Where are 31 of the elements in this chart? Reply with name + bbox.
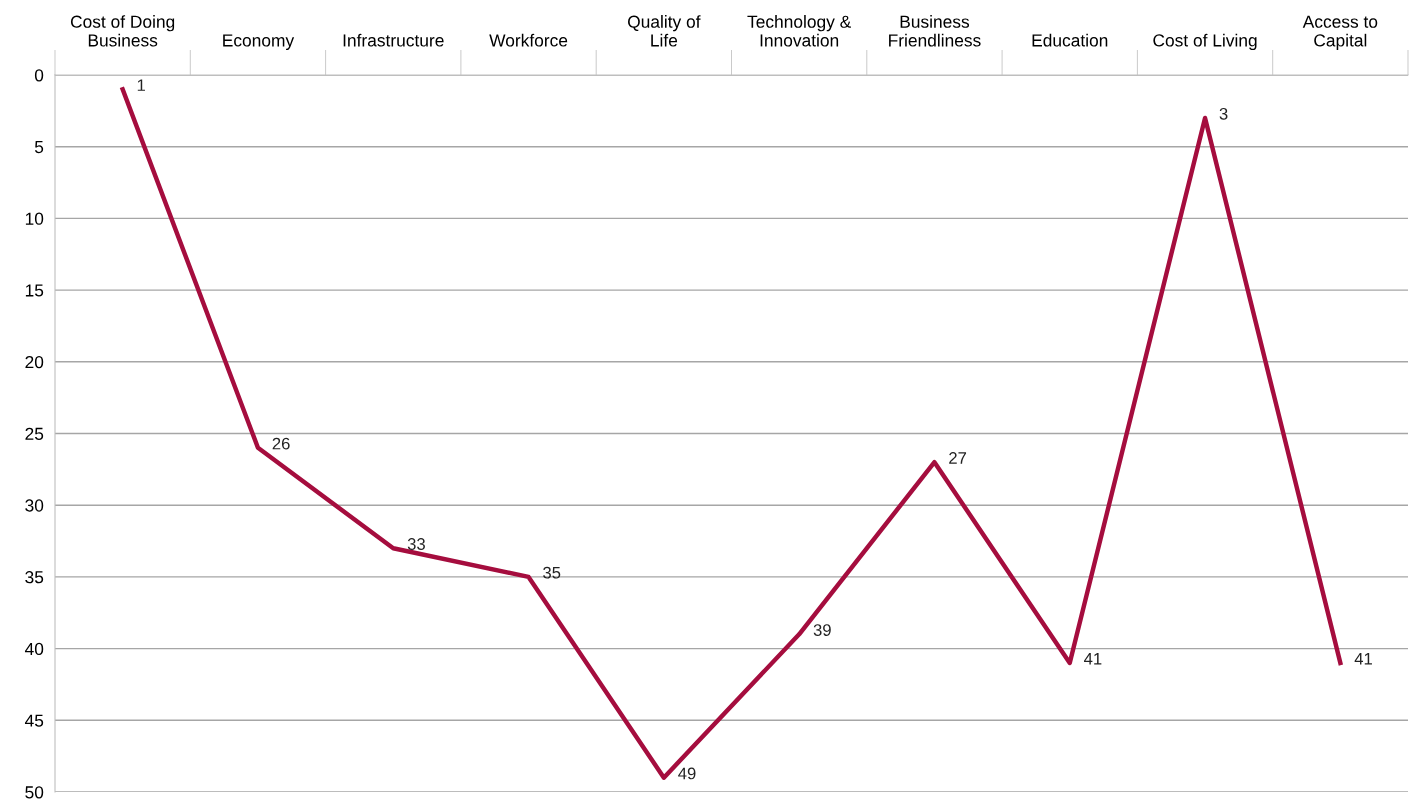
data-label: 49 [678, 767, 696, 780]
data-label: 35 [543, 566, 561, 579]
y-tick-label: 5 [34, 141, 44, 154]
y-tick-label: 45 [24, 714, 44, 727]
data-label: 3 [1219, 107, 1228, 120]
y-tick-label: 20 [25, 355, 44, 369]
y-tick-label: 35 [25, 571, 44, 584]
x-tick-label: Quality of Life [628, 15, 701, 47]
data-label: 1 [137, 79, 145, 91]
x-tick-label: Technology & Innovation [747, 15, 851, 47]
y-tick-label: 0 [34, 69, 44, 82]
x-tick-label: Infrastructure [343, 33, 444, 47]
data-label: 39 [813, 624, 831, 636]
y-tick-label: 10 [25, 212, 44, 225]
data-label: 26 [272, 437, 290, 450]
data-label: 33 [407, 538, 425, 550]
x-tick-label: Access to Capital [1302, 15, 1378, 50]
y-tick-label: 15 [25, 284, 44, 297]
y-tick-label: 25 [25, 427, 44, 440]
data-label: 27 [949, 452, 967, 464]
data-label: 41 [1084, 653, 1102, 665]
x-tick-label: Business Friendliness [889, 15, 981, 47]
data-label: 41 [1354, 653, 1372, 665]
x-tick-label: Cost of Living [1153, 33, 1257, 50]
y-tick-label: 30 [25, 499, 44, 512]
y-tick-label: 40 [24, 642, 44, 656]
x-tick-label: Economy [223, 34, 295, 50]
x-tick-label: Education [1032, 33, 1108, 47]
x-tick-label: Cost of Doing Business [70, 15, 175, 47]
y-tick-label: 50 [25, 786, 44, 799]
x-tick-label: Workforce [489, 33, 568, 47]
